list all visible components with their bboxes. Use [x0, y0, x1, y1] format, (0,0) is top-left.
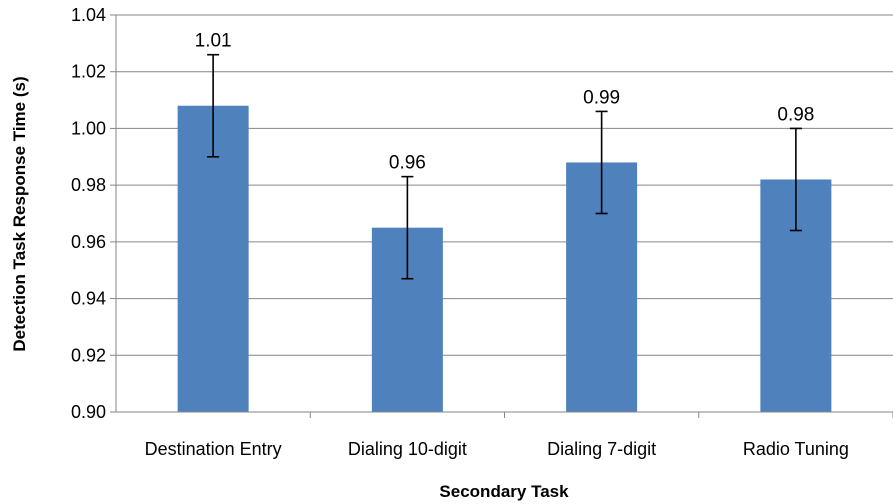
x-tick-label: Dialing 7-digit [547, 439, 656, 459]
y-tick-label: 1.04 [71, 5, 106, 25]
error-bars [207, 53, 802, 280]
x-tick-label: Radio Tuning [743, 439, 849, 459]
data-label: 0.99 [583, 87, 620, 108]
y-tick-label: 0.94 [71, 289, 106, 309]
x-axis-ticks: Destination Entry Dialing 10-digit Dialing… [145, 412, 893, 459]
y-tick-label: 0.98 [71, 175, 106, 195]
x-axis-title: Secondary Task [439, 482, 569, 501]
y-tick-label: 1.00 [71, 118, 106, 138]
data-labels: 1.01 0.96 0.99 0.98 [195, 31, 815, 174]
data-label: 0.96 [389, 153, 426, 174]
y-axis-title: Detection Task Response Time (s) [10, 76, 29, 351]
y-tick-label: 0.92 [71, 345, 106, 365]
y-axis-ticks: 0.90 0.92 0.94 0.96 0.98 1.00 1.02 1.04 [71, 5, 116, 422]
y-tick-label: 1.02 [71, 62, 106, 82]
data-label: 1.01 [195, 31, 232, 52]
y-tick-label: 0.96 [71, 232, 106, 252]
x-tick-label: Destination Entry [145, 439, 282, 459]
bars [177, 105, 832, 412]
data-label: 0.98 [777, 104, 814, 125]
y-tick-label: 0.90 [71, 402, 106, 422]
x-tick-label: Dialing 10-digit [348, 439, 467, 459]
